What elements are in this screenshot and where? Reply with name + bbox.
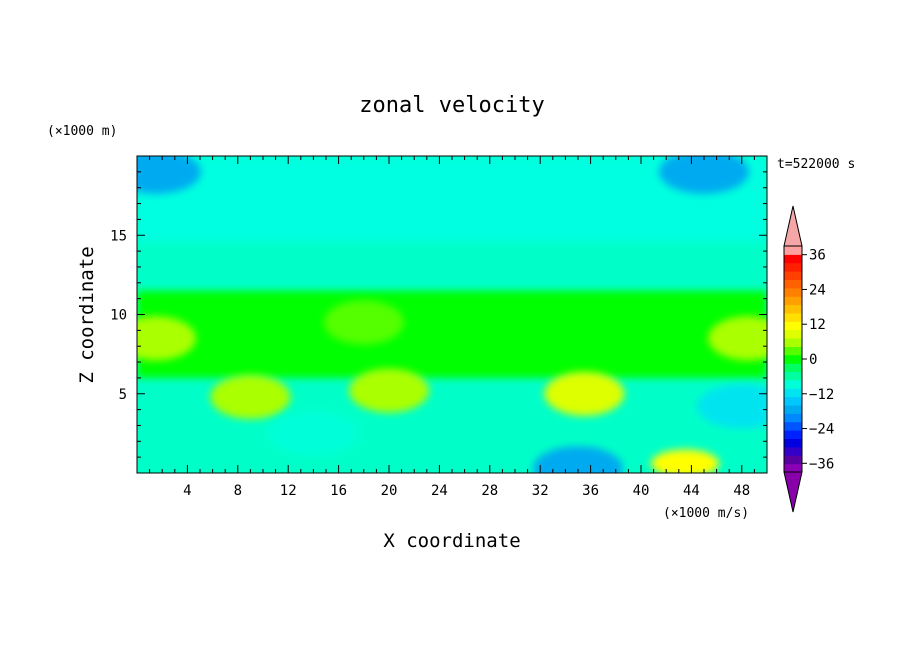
x-unit-label: (×1000 m/s) <box>663 506 749 521</box>
colorbar: 36 24 12 0 −12 −24 −36 <box>783 205 834 513</box>
colorbar-swatch <box>784 312 802 322</box>
y-axis: 5 10 15 <box>110 171 767 458</box>
colorbar-swatch <box>784 421 802 431</box>
x-axis: 4 8 12 16 20 24 28 32 36 40 44 48 <box>149 156 755 499</box>
y-unit-label: (×1000 m) <box>47 124 117 139</box>
colorbar-over-triangle <box>783 205 803 247</box>
colorbar-swatch <box>784 287 802 297</box>
colorbar-under-triangle <box>783 471 803 513</box>
field-feature-1 <box>210 374 291 419</box>
colorbar-tick-label: 12 <box>809 317 826 333</box>
colorbar-tick-label: −36 <box>809 456 834 472</box>
time-label: t=522000 s <box>777 157 855 172</box>
x-tick-label: 16 <box>330 483 347 499</box>
field-feature-8 <box>137 156 201 194</box>
x-tick-label: 28 <box>481 483 498 499</box>
x-tick-label: 44 <box>683 483 700 499</box>
field-feature-11 <box>696 384 767 429</box>
field-feature-3 <box>544 371 625 416</box>
colorbar-swatch <box>784 346 802 356</box>
colorbar-swatch <box>784 329 802 339</box>
colorbar-swatch <box>784 321 802 331</box>
chart-title: zonal velocity <box>359 93 544 118</box>
colorbar-swatch <box>784 379 802 389</box>
velocity-field <box>137 156 767 473</box>
colorbar-swatch <box>784 396 802 406</box>
colorbar-tick-label: −12 <box>809 387 834 403</box>
colorbar-tick-label: 36 <box>809 248 826 264</box>
x-tick-label: 4 <box>183 483 191 499</box>
field-mid-band <box>137 290 767 378</box>
colorbar-tick-label: 24 <box>809 282 826 298</box>
colorbar-swatch <box>784 279 802 289</box>
x-tick-label: 48 <box>733 483 750 499</box>
colorbar-swatch <box>784 254 802 264</box>
colorbar-swatch <box>784 246 802 255</box>
colorbar-tick-label: 0 <box>809 352 817 368</box>
colorbar-swatch <box>784 388 802 398</box>
colorbar-swatch <box>784 363 802 373</box>
y-tick-label: 10 <box>110 308 127 324</box>
field-feature-10 <box>268 411 359 456</box>
colorbar-swatch <box>784 463 802 473</box>
colorbar-swatch <box>784 304 802 314</box>
colorbar-swatch <box>784 271 802 280</box>
colorbar-tick-label: −24 <box>809 422 834 438</box>
colorbar-swatch <box>784 338 802 347</box>
colorbar-swatch <box>784 405 802 414</box>
field-feature-6 <box>533 446 623 473</box>
field-feature-5 <box>708 316 767 361</box>
colorbar-swatch <box>784 262 802 272</box>
colorbar-swatch <box>784 446 802 456</box>
x-tick-label: 12 <box>280 483 297 499</box>
y-tick-label: 5 <box>119 387 127 403</box>
colorbar-swatch <box>784 438 802 448</box>
x-axis-label: X coordinate <box>383 530 520 552</box>
x-tick-label: 40 <box>633 483 650 499</box>
x-tick-label: 20 <box>381 483 398 499</box>
colorbar-swatch <box>784 455 802 465</box>
field-feature-4 <box>651 449 720 473</box>
colorbar-swatch <box>784 371 802 381</box>
field-feature-7 <box>659 156 749 194</box>
colorbar-swatch <box>784 296 802 306</box>
field-feature-0 <box>137 316 196 361</box>
x-tick-label: 36 <box>582 483 599 499</box>
x-tick-label: 24 <box>431 483 448 499</box>
field-feature-2 <box>349 368 429 413</box>
field-feature-9 <box>323 300 404 345</box>
y-tick-label: 15 <box>110 228 127 244</box>
y-axis-label: Z coordinate <box>76 246 98 383</box>
colorbar-swatch <box>784 430 802 440</box>
colorbar-swatch <box>784 413 802 423</box>
x-tick-label: 8 <box>234 483 242 499</box>
x-tick-label: 32 <box>532 483 549 499</box>
colorbar-swatch <box>784 354 802 364</box>
